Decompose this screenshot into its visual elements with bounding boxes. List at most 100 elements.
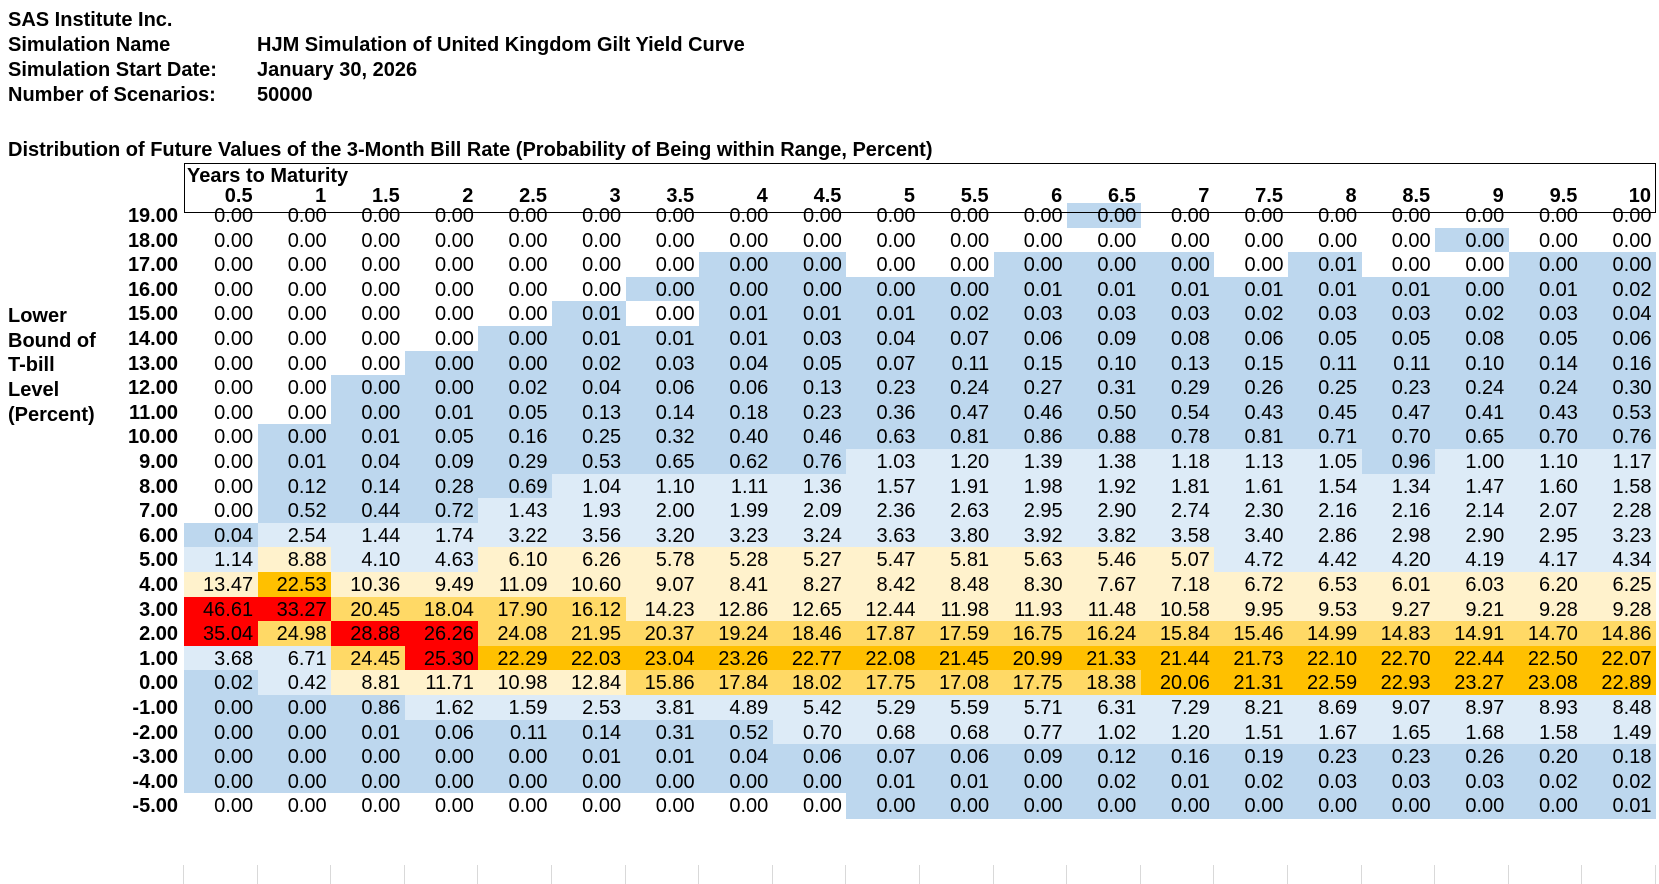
gridline — [1213, 865, 1214, 884]
table-cell: 0.00 — [184, 203, 259, 229]
table-cell: 2.00 — [625, 498, 700, 525]
table-cell: 0.77 — [993, 719, 1068, 746]
table-cell: 17.59 — [920, 621, 995, 648]
table-cell: 20.37 — [625, 621, 700, 648]
row-header: 12.00 — [127, 377, 178, 400]
table-cell: 1.20 — [1140, 719, 1215, 746]
table-cell: 0.01 — [552, 744, 627, 771]
table-cell: 0.00 — [1067, 252, 1142, 279]
table-cell: 14.91 — [1435, 621, 1510, 648]
table-cell: 0.00 — [846, 227, 921, 254]
table-cell: 0.00 — [552, 203, 627, 229]
table-cell: 0.00 — [184, 744, 259, 771]
table-cell: 0.00 — [404, 744, 479, 771]
table-cell: 0.00 — [404, 252, 479, 279]
table-cell: 6.31 — [1067, 695, 1142, 721]
gridline — [1066, 865, 1067, 884]
table-cell: 0.11 — [920, 350, 995, 377]
column-header: 5.5 — [960, 185, 989, 207]
table-cell: 14.23 — [625, 596, 700, 623]
table-cell: 0.06 — [920, 744, 995, 771]
table-cell: 8.21 — [1214, 695, 1289, 721]
table-cell: 0.01 — [331, 719, 406, 746]
table-cell: 0.00 — [1435, 276, 1510, 303]
table-cell: 0.16 — [1140, 744, 1215, 771]
table-cell: 0.14 — [1508, 350, 1583, 377]
table-cell: 0.00 — [257, 744, 332, 771]
table-cell: 0.00 — [993, 252, 1068, 279]
table-cell: 8.93 — [1508, 695, 1583, 721]
table-cell: 4.72 — [1214, 547, 1289, 574]
table-cell: 4.34 — [1582, 547, 1657, 574]
table-cell: 0.02 — [1214, 768, 1289, 795]
table-cell: 23.27 — [1435, 670, 1510, 697]
table-cell: 0.03 — [1508, 301, 1583, 328]
table-cell: 0.01 — [993, 276, 1068, 303]
table-cell: 2.90 — [1435, 522, 1510, 549]
gridline — [625, 865, 626, 884]
table-cell: 1.00 — [1435, 449, 1510, 475]
table-cell: 0.00 — [846, 252, 921, 279]
column-header: 8 — [1345, 185, 1357, 207]
table-cell: 17.08 — [920, 670, 995, 697]
table-cell: 0.72 — [404, 498, 479, 525]
table-cell: 0.00 — [184, 473, 259, 500]
table-cell: 17.87 — [846, 621, 921, 648]
table-cell: 0.00 — [257, 350, 332, 377]
table-cell: 5.71 — [993, 695, 1068, 721]
table-cell: 22.10 — [1288, 645, 1363, 672]
table-cell: 12.44 — [846, 596, 921, 623]
table-cell: 0.24 — [1508, 375, 1583, 402]
table-cell: 1.47 — [1435, 473, 1510, 500]
gridline — [551, 865, 552, 884]
table-cell: 3.23 — [699, 522, 774, 549]
table-cell: 0.01 — [552, 301, 627, 328]
table-cell: 15.86 — [625, 670, 700, 697]
table-cell: 0.46 — [772, 424, 847, 451]
table-cell: 9.21 — [1435, 596, 1510, 623]
table-cell: 0.50 — [1067, 399, 1142, 426]
table-cell: 0.40 — [699, 424, 774, 451]
table-cell: 2.36 — [846, 498, 921, 525]
table-cell: 0.00 — [1361, 227, 1436, 254]
table-cell: 0.00 — [331, 399, 406, 426]
table-cell: 0.00 — [184, 227, 259, 254]
row-header: 1.00 — [139, 647, 178, 670]
table-cell: 1.44 — [331, 522, 406, 549]
table-cell: 0.00 — [1214, 793, 1289, 820]
table-cell: 0.12 — [1067, 744, 1142, 771]
table-cell: 5.29 — [846, 695, 921, 721]
table-cell: 0.09 — [1067, 326, 1142, 352]
table-cell: 0.88 — [1067, 424, 1142, 451]
table-cell: 9.07 — [1361, 695, 1436, 721]
table-cell: 9.49 — [404, 572, 479, 598]
table-cell: 0.00 — [184, 326, 259, 352]
column-header: 5 — [903, 185, 915, 207]
table-cell: 0.00 — [772, 252, 847, 279]
table-cell: 0.04 — [699, 350, 774, 377]
table-cell: 0.23 — [1288, 744, 1363, 771]
table-cell: 0.81 — [1214, 424, 1289, 451]
table-cell: 23.26 — [699, 645, 774, 672]
table-cell: 0.96 — [1361, 449, 1436, 475]
table-cell: 0.01 — [1067, 276, 1142, 303]
table-cell: 0.78 — [1140, 424, 1215, 451]
table-cell: 0.86 — [993, 424, 1068, 451]
table-title: Distribution of Future Values of the 3-M… — [8, 139, 933, 161]
table-cell: 22.44 — [1435, 645, 1510, 672]
table-cell: 0.00 — [331, 203, 406, 229]
table-cell: 7.18 — [1140, 572, 1215, 598]
table-cell: 1.51 — [1214, 719, 1289, 746]
table-cell: 0.00 — [257, 719, 332, 746]
column-header: 3.5 — [666, 185, 695, 207]
table-cell: 3.40 — [1214, 522, 1289, 549]
table-cell: 11.93 — [993, 596, 1068, 623]
table-cell: 0.10 — [1435, 350, 1510, 377]
table-cell: 0.23 — [846, 375, 921, 402]
gridline — [1508, 865, 1509, 884]
table-cell: 6.10 — [478, 547, 553, 574]
table-cell: 6.03 — [1435, 572, 1510, 598]
column-header: 6 — [1051, 185, 1063, 207]
column-header: 9 — [1492, 185, 1504, 207]
table-cell: 0.00 — [184, 399, 259, 426]
